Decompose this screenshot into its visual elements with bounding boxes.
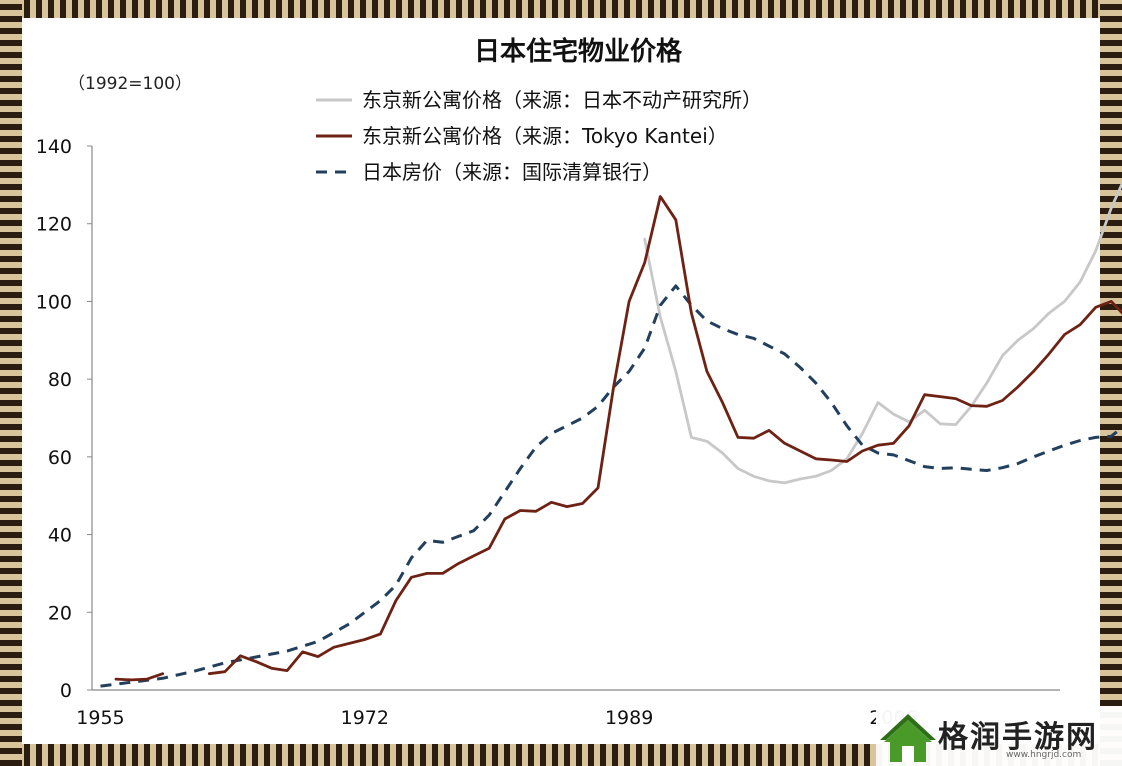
axes-group: 0204060801001201401955197219892006: [36, 136, 1060, 729]
y-tick-label: 20: [48, 602, 72, 624]
watermark-url: www.hngrjd.com: [1006, 750, 1082, 760]
frame-right-edge: [1100, 0, 1122, 766]
y-tick-label: 0: [60, 680, 72, 702]
frame-left-edge: [0, 0, 22, 766]
series-line-2-segment-1: [114, 672, 165, 682]
y-tick-label: 120: [36, 214, 72, 236]
legend-label-1: 东京新公寓价格（来源：日本不动产研究所）: [362, 88, 762, 112]
y-tick-label: 60: [48, 447, 72, 469]
y-tick-label: 40: [48, 525, 72, 547]
chart-paper: [22, 18, 1100, 744]
watermark: 格润手游网 www.hngrjd.com: [876, 706, 1122, 766]
x-tick-label: 1989: [605, 707, 653, 729]
series-line-1: [643, 180, 1122, 485]
chart-title: 日本住宅物业价格: [474, 36, 683, 67]
watermark-text: 格润手游网: [938, 720, 1098, 755]
series-line-2-segment-2: [207, 195, 1122, 676]
legend-label-3: 日本房价（来源：国际清算银行）: [362, 160, 662, 184]
series-line-3: [100, 284, 1122, 688]
x-tick-label: 1972: [341, 707, 389, 729]
legend: 东京新公寓价格（来源：日本不动产研究所） 东京新公寓价格（来源：Tokyo Kan…: [316, 88, 762, 184]
y-tick-label: 140: [36, 136, 72, 158]
series-lines: [100, 180, 1122, 688]
legend-label-2: 东京新公寓价格（来源：Tokyo Kantei）: [362, 124, 728, 148]
y-tick-label: 80: [48, 369, 72, 391]
x-tick-label: 1955: [76, 707, 124, 729]
y-tick-label: 100: [36, 291, 72, 313]
y-axis-unit-label: （1992=100）: [68, 74, 192, 94]
house-logo-icon: [880, 714, 936, 762]
